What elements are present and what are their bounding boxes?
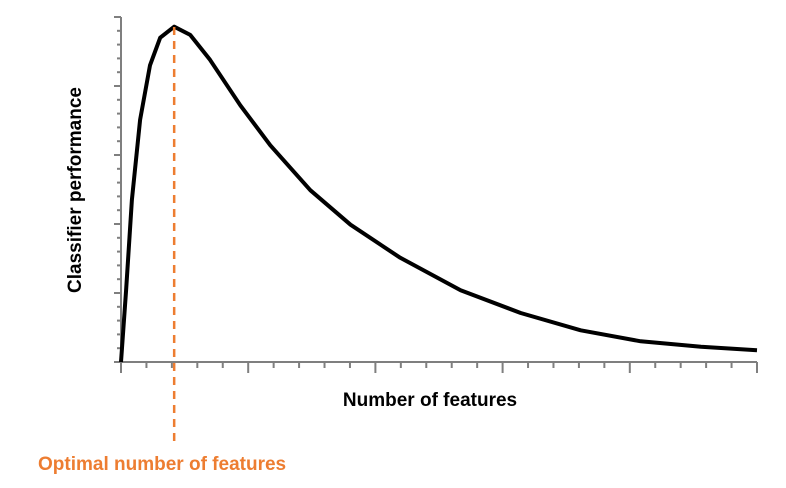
curve bbox=[119, 24, 758, 363]
y-axis-label: Classifier performance bbox=[65, 87, 86, 293]
optimal-label: Optimal number of features bbox=[38, 454, 286, 475]
x-axis-label: Number of features bbox=[343, 390, 517, 411]
